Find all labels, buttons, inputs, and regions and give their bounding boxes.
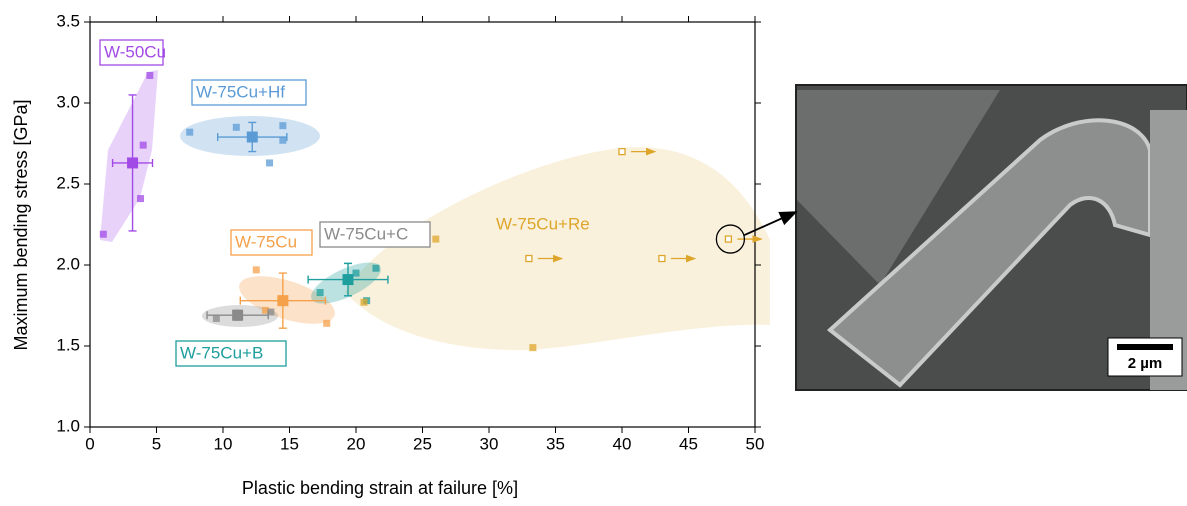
point [140,142,147,149]
y-tick-label: 1.0 [56,416,80,435]
y-tick-label: 3.0 [56,92,80,111]
x-tick-label: 20 [347,434,366,453]
mean-point [127,157,138,168]
point [323,320,330,327]
open-point [619,149,625,155]
figure: Plastic bending strain at failure [%] Ma… [0,0,1187,501]
open-point [526,256,532,262]
legend-label: W-50Cu [104,42,166,61]
point [186,129,193,136]
x-tick-label: 15 [280,434,299,453]
x-tick-label: 45 [679,434,698,453]
scale-bar-label: 2 µm [1128,355,1163,372]
point [253,266,260,273]
point [529,344,536,351]
point [317,289,324,296]
regions [100,70,770,350]
x-tick-label: 10 [214,434,233,453]
x-axis-label: Plastic bending strain at failure [%] [242,478,518,498]
y-tick-label: 2.5 [56,173,80,192]
point [100,231,107,238]
mean-point [343,274,354,285]
legend-label: W-75Cu+Hf [196,82,285,101]
mean-point [232,310,243,321]
point [266,159,273,166]
x-tick-label: 35 [546,434,565,453]
legend-label: W-75Cu+Re [496,214,590,233]
legend-label: W-75Cu+C [324,224,408,243]
open-point [659,256,665,262]
point [146,72,153,79]
point [279,122,286,129]
x-tick-label: 30 [480,434,499,453]
y-tick-label: 3.5 [56,11,80,30]
legend-label: W-75Cu [235,232,297,251]
x-tick-label: 0 [85,434,94,453]
y-axis-label: Maximum bending stress [GPa] [11,99,31,350]
open-point [725,236,731,242]
point [432,236,439,243]
y-tick-label: 2.0 [56,254,80,273]
point [360,299,367,306]
mean-point [247,132,258,143]
y-tick-label: 1.5 [56,335,80,354]
point [233,124,240,131]
region [345,147,770,350]
x-tick-label: 40 [613,434,632,453]
region [100,70,158,242]
x-tick-label: 5 [152,434,161,453]
legend-label: W-75Cu+B [180,343,263,362]
x-tick-label: 50 [746,434,765,453]
mean-point [277,295,288,306]
scale-bar [1117,344,1173,350]
point [213,315,220,322]
point [279,137,286,144]
point [137,195,144,202]
x-tick-label: 25 [413,434,432,453]
point [372,265,379,272]
point [353,270,360,277]
